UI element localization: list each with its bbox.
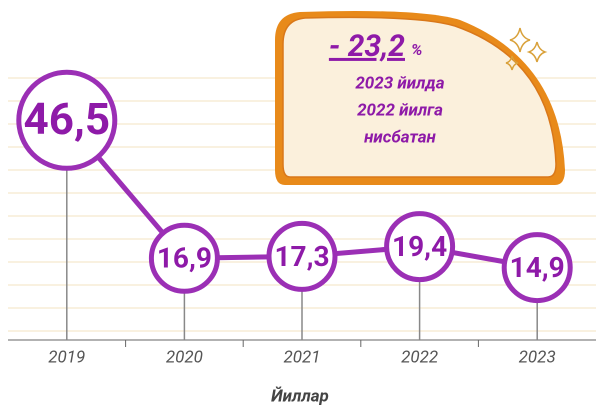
value-label: 19,4	[392, 230, 447, 263]
chart: - 23,2 % 2023 йилда 2022 йилга нисбатан …	[0, 0, 596, 410]
value-label: 16,9	[157, 242, 212, 275]
x-tick-label: 2022	[401, 347, 438, 367]
annotation-line: 2022 йилга	[357, 100, 443, 120]
x-tick-label: 2020	[166, 347, 203, 367]
value-label: 17,3	[274, 240, 329, 273]
annotation-box: - 23,2 % 2023 йилда 2022 йилга нисбатан	[275, 11, 565, 185]
x-tick-label: 2021	[283, 347, 320, 367]
x-axis-label: Йиллар	[271, 385, 329, 406]
annotation-line: 2023 йилда	[355, 73, 444, 93]
annotation-unit: %	[411, 40, 422, 59]
value-label: 14,9	[510, 251, 565, 284]
x-tick-label: 2019	[48, 347, 85, 367]
x-tick-label: 2023	[519, 347, 556, 367]
annotation-change: - 23,2	[329, 29, 405, 64]
value-label: 46,5	[24, 93, 111, 145]
annotation-line: нисбатан	[364, 127, 436, 147]
